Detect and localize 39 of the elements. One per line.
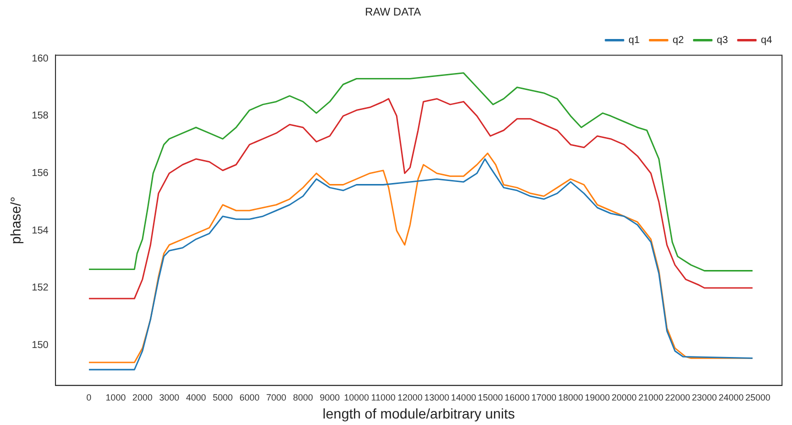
x-tick-label: 17000 [531, 392, 556, 402]
legend-label: q4 [760, 34, 772, 46]
y-tick-label: 156 [32, 168, 49, 180]
x-tick-label: 25000 [745, 392, 770, 402]
x-tick-label: 13000 [424, 392, 450, 402]
y-tick-label: 158 [32, 110, 49, 122]
x-tick-label: 9000 [320, 392, 340, 402]
x-tick-label: 23000 [692, 392, 717, 402]
x-tick-label: 21000 [638, 392, 664, 402]
x-tick-label: 12000 [398, 392, 423, 402]
x-tick-label: 11000 [371, 392, 396, 402]
y-axis-title: phase/° [7, 196, 24, 244]
x-tick-label: 10000 [344, 392, 370, 402]
x-tick-label: 22000 [665, 392, 690, 402]
x-tick-label: 19000 [584, 392, 610, 402]
y-tick-label: 160 [32, 53, 49, 64]
chart-title: RAW DATA [364, 6, 422, 19]
x-tick-label: 18000 [558, 392, 584, 402]
x-tick-label: 7000 [266, 392, 286, 402]
x-tick-label: 0 [86, 392, 92, 402]
legend-label: q1 [628, 34, 640, 46]
x-tick-label: 2000 [132, 392, 152, 402]
x-tick-label: 16000 [504, 392, 530, 402]
x-tick-label: 8000 [292, 392, 314, 402]
y-tick-label: 152 [32, 282, 49, 294]
legend-label: q2 [672, 34, 684, 46]
x-axis-title: length of module/arbitrary units [322, 405, 515, 422]
x-tick-label: 5000 [212, 392, 233, 402]
x-tick-label: 1000 [106, 392, 126, 402]
x-tick-label: 3000 [159, 392, 180, 402]
y-tick-label: 150 [32, 340, 49, 352]
x-tick-label: 20000 [612, 392, 637, 402]
x-tick-label: 6000 [239, 392, 260, 402]
legend-label: q3 [716, 34, 728, 46]
x-tick-label: 15000 [478, 392, 503, 402]
x-tick-label: 14000 [451, 392, 476, 402]
y-tick-label: 154 [32, 225, 49, 236]
x-tick-label: 4000 [186, 392, 206, 402]
x-tick-label: 24000 [718, 392, 744, 402]
